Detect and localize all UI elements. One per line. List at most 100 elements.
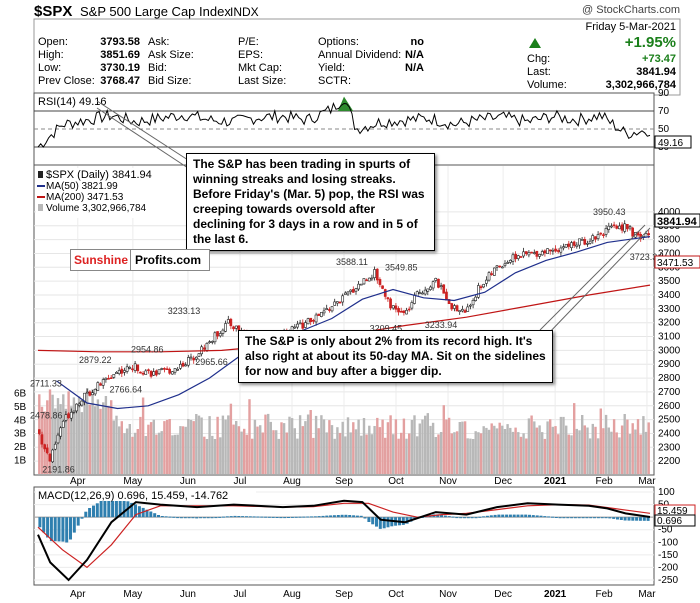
candle-body xyxy=(647,233,650,236)
volume-bar xyxy=(538,425,541,474)
volume-bar xyxy=(362,418,366,474)
macd-hist-bar xyxy=(543,516,547,518)
macd-flag-signal: 15.459 xyxy=(657,506,688,517)
macd-hist-bar xyxy=(623,517,627,521)
volume-bar xyxy=(376,417,379,474)
volume-bar xyxy=(203,436,206,474)
volume-bar xyxy=(67,391,70,474)
volume-bar xyxy=(400,432,403,474)
candle-body xyxy=(37,429,41,434)
candle-body xyxy=(333,301,337,306)
candle-body xyxy=(319,312,323,317)
quote-label: High: xyxy=(38,49,64,61)
candle-body xyxy=(460,309,464,312)
macd-hist-bar xyxy=(160,516,164,518)
candle-body xyxy=(115,371,118,374)
volume-bar xyxy=(431,422,435,474)
macd-hist-bar xyxy=(405,517,409,524)
volume-tick-label: 2B xyxy=(14,442,27,453)
macd-hist-bar xyxy=(92,505,95,518)
volume-bar xyxy=(102,402,105,474)
candle-body xyxy=(171,371,174,375)
candle-body xyxy=(187,357,190,366)
volume-bar xyxy=(636,419,640,474)
candle-body xyxy=(476,285,480,298)
volume-bar xyxy=(133,432,137,474)
month-label: Nov xyxy=(439,476,457,487)
volume-bar xyxy=(498,422,501,474)
macd-hist-bar xyxy=(619,517,623,520)
month-label: Apr xyxy=(70,589,86,600)
volume-bar xyxy=(256,426,259,474)
month-label: Feb xyxy=(595,589,613,600)
volume-bar xyxy=(594,426,597,474)
price-annotation: 2191.86 xyxy=(42,464,75,474)
volume-bar xyxy=(72,397,76,474)
month-label: Apr xyxy=(70,476,86,487)
macd-hist-bar xyxy=(501,514,505,518)
volume-bar xyxy=(477,432,480,474)
month-label: Sep xyxy=(335,589,353,600)
candle-body xyxy=(468,304,472,307)
macd-hist-bar xyxy=(470,517,474,519)
candle-body xyxy=(139,371,142,374)
macd-hist-bar xyxy=(554,517,558,518)
volume-bar xyxy=(253,419,257,474)
candle-body xyxy=(325,308,329,311)
quote-label: Options: xyxy=(318,36,359,48)
macd-hist-bar xyxy=(363,517,367,519)
volume-bar xyxy=(615,432,618,474)
quote-label: P/E: xyxy=(238,36,259,48)
volume-bar xyxy=(487,429,491,474)
macd-hist-bar xyxy=(585,517,589,519)
volume-bar xyxy=(290,418,294,474)
candle-body xyxy=(458,310,462,313)
candle-body xyxy=(474,296,478,301)
macd-hist-bar xyxy=(229,516,233,518)
candle-body xyxy=(75,403,78,412)
volume-bar xyxy=(567,434,570,474)
volume-bar xyxy=(511,431,515,474)
candle-body xyxy=(373,269,376,278)
price-annotation: 3723.34 xyxy=(630,252,663,262)
callout-rsi: The S&P has been trading in spurts of wi… xyxy=(186,153,435,251)
candle-body xyxy=(447,299,451,304)
volume-bar xyxy=(559,416,563,474)
month-label: Jul xyxy=(234,476,247,487)
candle-body xyxy=(583,239,587,245)
candle-body xyxy=(511,254,515,262)
macd-hist-bar xyxy=(195,517,199,519)
macd-hist-bar xyxy=(114,496,118,518)
quote-value: 3841.94 xyxy=(636,66,677,78)
volume-tick-label: 3B xyxy=(14,429,27,440)
volume-bar xyxy=(389,415,392,474)
candle-body xyxy=(48,453,52,462)
macd-hist-bar xyxy=(355,515,359,518)
volume-bar xyxy=(463,421,467,474)
quote-label: Mkt Cap: xyxy=(238,62,282,74)
candle-body xyxy=(327,309,331,311)
macd-hist-bar xyxy=(264,516,268,518)
volume-bar xyxy=(541,432,544,474)
rsi-last-flag: 49.16 xyxy=(654,135,692,149)
candle-body xyxy=(407,308,411,311)
macd-hist-bar xyxy=(508,514,512,518)
volume-bar xyxy=(336,427,339,474)
volume-bar xyxy=(503,429,507,474)
volume-bar xyxy=(224,419,227,474)
month-label: Oct xyxy=(388,476,404,487)
macd-hist-bar xyxy=(443,515,447,518)
volume-bar xyxy=(642,416,645,474)
macd-hist-bar xyxy=(604,517,608,519)
candle-body xyxy=(482,283,486,288)
volume-bar xyxy=(429,425,432,474)
candle-body xyxy=(335,301,339,304)
price-tick-label: 2400 xyxy=(658,428,681,439)
candle-body xyxy=(181,362,185,367)
macd-hist-bar xyxy=(53,517,57,542)
quote-label: Bid: xyxy=(148,62,167,74)
volume-bar xyxy=(514,427,517,474)
volume-bar xyxy=(306,414,310,474)
volume-bar xyxy=(469,438,472,474)
candle-body xyxy=(362,278,366,285)
